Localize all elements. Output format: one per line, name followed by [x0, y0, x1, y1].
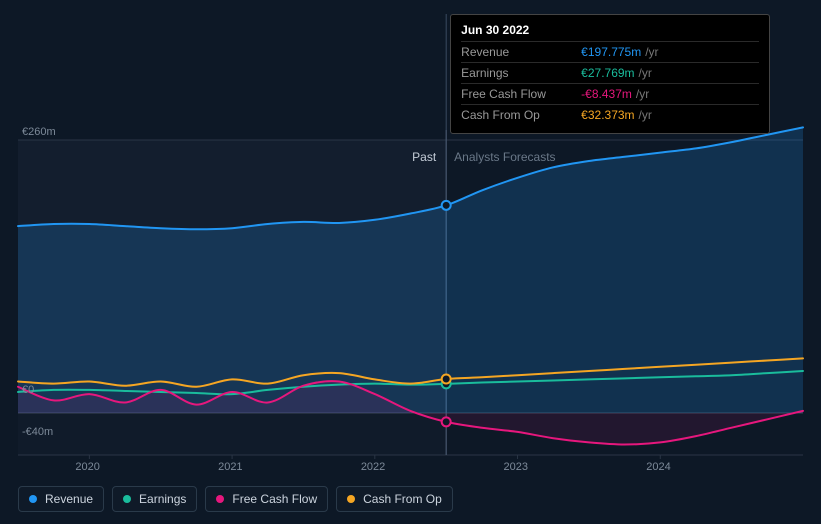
legend-item[interactable]: Revenue	[18, 486, 104, 512]
financials-chart: €260m €0 -€40m Past Analysts Forecasts 2…	[0, 0, 821, 524]
tooltip-row-unit: /yr	[636, 87, 649, 101]
legend-dot-icon	[216, 495, 224, 503]
y-tick-min: -€40m	[22, 426, 53, 438]
tooltip-row-unit: /yr	[639, 66, 652, 80]
legend-item[interactable]: Free Cash Flow	[205, 486, 328, 512]
legend-label: Revenue	[45, 492, 93, 506]
legend-item[interactable]: Cash From Op	[336, 486, 453, 512]
x-tick-label: 2023	[504, 461, 528, 473]
x-tick-label: 2024	[646, 461, 670, 473]
y-tick-zero: €0	[22, 384, 34, 396]
tooltip-row-label: Free Cash Flow	[461, 87, 581, 101]
tooltip-row-value: -€8.437m	[581, 87, 632, 101]
tooltip-row: Cash From Op€32.373m/yr	[461, 104, 759, 125]
tooltip-row: Revenue€197.775m/yr	[461, 41, 759, 62]
tooltip-date: Jun 30 2022	[461, 23, 759, 37]
legend-label: Cash From Op	[363, 492, 442, 506]
tooltip-row-value: €197.775m	[581, 45, 641, 59]
y-tick-max: €260m	[22, 126, 56, 138]
tooltip-row-label: Earnings	[461, 66, 581, 80]
legend-label: Free Cash Flow	[232, 492, 317, 506]
chart-tooltip: Jun 30 2022 Revenue€197.775m/yrEarnings€…	[450, 14, 770, 134]
tooltip-row-label: Revenue	[461, 45, 581, 59]
x-tick-label: 2020	[75, 461, 99, 473]
tooltip-row-value: €32.373m	[581, 108, 634, 122]
tooltip-row-label: Cash From Op	[461, 108, 581, 122]
x-tick-label: 2021	[218, 461, 242, 473]
legend-dot-icon	[29, 495, 37, 503]
legend-dot-icon	[347, 495, 355, 503]
past-label: Past	[412, 150, 436, 164]
forecast-label: Analysts Forecasts	[454, 150, 555, 164]
tooltip-row: Earnings€27.769m/yr	[461, 62, 759, 83]
legend-dot-icon	[123, 495, 131, 503]
chart-legend: Revenue Earnings Free Cash Flow Cash From O…	[18, 486, 453, 512]
legend-label: Earnings	[139, 492, 186, 506]
tooltip-row-value: €27.769m	[581, 66, 634, 80]
tooltip-row: Free Cash Flow-€8.437m/yr	[461, 83, 759, 104]
legend-item[interactable]: Earnings	[112, 486, 197, 512]
x-tick-label: 2022	[361, 461, 385, 473]
tooltip-row-unit: /yr	[639, 108, 652, 122]
tooltip-row-unit: /yr	[645, 45, 658, 59]
